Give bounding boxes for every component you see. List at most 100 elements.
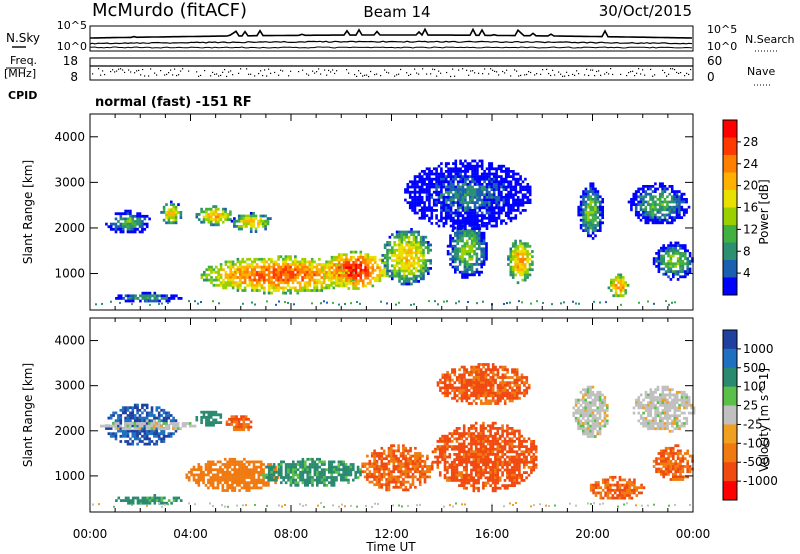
- vel-cell: [458, 450, 461, 454]
- power-cell: [514, 244, 517, 248]
- power-cell: [291, 260, 295, 264]
- power-cell: [417, 243, 420, 247]
- power-cell: [637, 213, 640, 217]
- power-cell: [240, 217, 243, 220]
- power-cell: [217, 270, 220, 274]
- vel-cell: [292, 478, 295, 482]
- vel-cell: [214, 413, 218, 417]
- vel-cell: [426, 454, 429, 458]
- power-cell: [637, 187, 640, 191]
- nave-dot: [314, 72, 316, 74]
- power-cell: [322, 281, 326, 285]
- nave-dot: [574, 74, 576, 77]
- vel-cell: [146, 499, 149, 502]
- power-cell: [398, 254, 401, 257]
- power-cell: [456, 224, 460, 228]
- vel-cell: [455, 466, 459, 469]
- vel-cell: [340, 463, 343, 466]
- vel-cell: [399, 454, 403, 458]
- power-cell: [589, 195, 592, 199]
- vel-cell: [124, 406, 127, 410]
- power-cell: [468, 265, 471, 269]
- vel-cell: [438, 473, 442, 477]
- power-cell: [519, 203, 522, 207]
- vel-cell: [430, 467, 434, 471]
- power-cell: [497, 188, 501, 191]
- vel-cell: [416, 465, 420, 468]
- vel-cell: [368, 480, 372, 484]
- power-cell: [449, 206, 453, 210]
- vel-cell: [225, 420, 229, 424]
- power-cell: [315, 278, 319, 282]
- vel-cell: [347, 468, 350, 472]
- power-cell: [255, 265, 259, 269]
- power-cell: [584, 229, 588, 232]
- power-cell: [504, 222, 508, 225]
- vel-cell: [402, 462, 405, 466]
- power-cell: [662, 272, 665, 276]
- power-cell: [310, 263, 314, 266]
- power-cell: [248, 283, 252, 287]
- power-cell: [492, 190, 496, 194]
- power-cell: [458, 231, 462, 235]
- nave-dot: [478, 72, 480, 74]
- power-cell: [670, 198, 674, 201]
- vel-cell: [162, 408, 166, 412]
- vel-cell: [233, 481, 237, 485]
- power-cell: [320, 289, 324, 292]
- vel-cell: [126, 440, 130, 443]
- power-cell: [497, 206, 501, 210]
- power-cell: [482, 234, 486, 238]
- power-cell: [651, 195, 655, 199]
- vel-cell: [340, 460, 343, 464]
- power-cell: [258, 278, 261, 282]
- power-cell: [291, 281, 295, 285]
- power-cell: [495, 219, 498, 223]
- power-cell: [676, 259, 680, 263]
- vel-cell: [267, 481, 270, 485]
- power-cell: [141, 220, 144, 223]
- power-cell: [492, 198, 496, 202]
- power-cell: [678, 205, 681, 209]
- nave-dot: [312, 70, 314, 72]
- power-cell: [129, 209, 132, 213]
- vel-cell: [287, 476, 290, 479]
- power-cell: [678, 208, 681, 212]
- power-cell: [599, 226, 602, 230]
- power-cell: [282, 263, 285, 266]
- vel-cell: [160, 496, 164, 500]
- power-cell: [366, 266, 370, 270]
- power-cell: [514, 263, 517, 266]
- power-cell: [614, 294, 618, 298]
- power-cell: [483, 198, 486, 202]
- vel-cell: [238, 483, 241, 487]
- power-cell: [251, 286, 254, 290]
- power-cell: [587, 221, 590, 225]
- power-cell: [514, 190, 518, 194]
- power-cell: [512, 198, 515, 202]
- power-cell: [449, 244, 452, 248]
- power-cell: [468, 206, 472, 210]
- power-cell: [347, 263, 351, 267]
- power-cell: [121, 227, 125, 231]
- power-cell: [456, 255, 459, 258]
- power-cell: [454, 164, 458, 168]
- vel-cell: [119, 408, 123, 412]
- vel-cell: [443, 460, 447, 464]
- vel-cell: [301, 476, 305, 479]
- power-cell: [172, 221, 175, 225]
- power-cell: [473, 216, 477, 220]
- vel-cell: [214, 418, 218, 422]
- power-cell: [502, 206, 506, 210]
- power-cell: [442, 180, 446, 184]
- vel-cell: [230, 415, 234, 419]
- power-cell: [217, 207, 220, 211]
- vel-cell: [145, 442, 149, 446]
- vel-cell: [231, 457, 234, 461]
- power-cell: [435, 214, 438, 217]
- power-cell: [454, 247, 457, 251]
- vel-cell: [436, 440, 440, 443]
- vel-cell: [221, 486, 225, 490]
- power-cell: [148, 291, 152, 295]
